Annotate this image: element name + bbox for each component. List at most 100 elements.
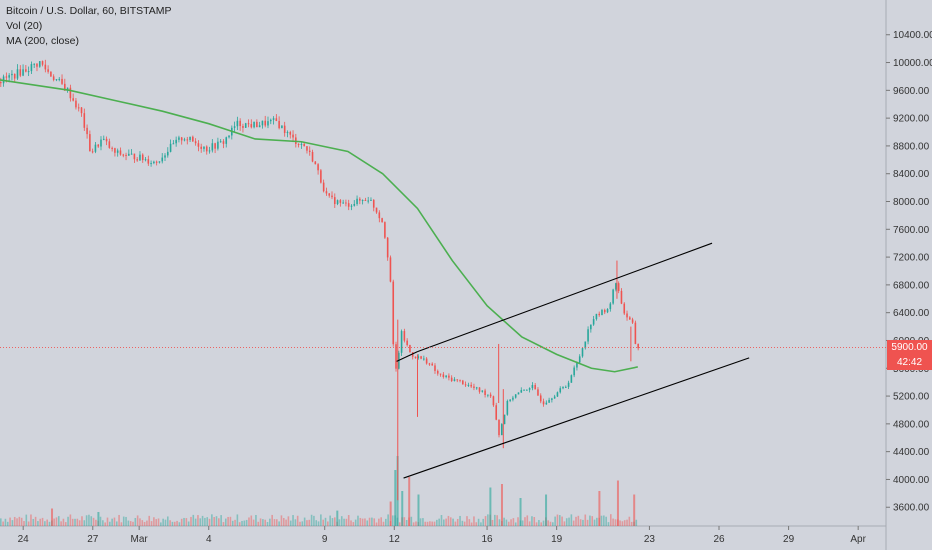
x-tick-label: 27 bbox=[87, 534, 99, 545]
volume-bar bbox=[67, 516, 69, 526]
volume-bar bbox=[419, 518, 422, 526]
candle-body bbox=[155, 161, 158, 163]
candle-body bbox=[345, 202, 347, 204]
volume-bar bbox=[572, 520, 575, 526]
x-tick-label: 16 bbox=[482, 534, 494, 545]
candle-body bbox=[311, 151, 314, 162]
candle-body bbox=[517, 392, 520, 395]
volume-bar bbox=[438, 518, 440, 526]
volume-bar bbox=[461, 520, 464, 526]
candle-body bbox=[584, 341, 587, 349]
candle-body bbox=[353, 203, 356, 206]
volume-bar bbox=[605, 516, 607, 526]
volume-bar bbox=[563, 521, 566, 526]
candle-body bbox=[347, 203, 350, 207]
volume-bar bbox=[507, 521, 510, 526]
candle-body bbox=[44, 64, 47, 70]
candle-body bbox=[320, 170, 322, 183]
volume-bar bbox=[577, 515, 580, 526]
candle-body bbox=[72, 98, 74, 101]
volume-bar bbox=[552, 522, 554, 526]
candle-body bbox=[75, 100, 77, 108]
candle-body bbox=[578, 356, 581, 363]
volume-bar bbox=[568, 517, 570, 526]
candle-body bbox=[147, 159, 150, 164]
candle-body bbox=[47, 69, 49, 72]
candle-body bbox=[448, 375, 450, 378]
volume-bar bbox=[521, 520, 524, 526]
candle-body bbox=[581, 348, 584, 357]
volume-bar bbox=[129, 521, 132, 526]
volume-bar bbox=[9, 517, 11, 526]
volume-bar bbox=[410, 516, 413, 526]
volume-bar bbox=[278, 521, 280, 526]
candle-body bbox=[503, 414, 506, 425]
candle-body bbox=[487, 394, 489, 396]
volume-bar bbox=[252, 519, 255, 526]
volume-bar bbox=[13, 516, 16, 526]
candle-body bbox=[158, 161, 161, 163]
x-tick-label: 19 bbox=[551, 534, 563, 545]
candle-body bbox=[375, 207, 378, 213]
volume-bar bbox=[575, 516, 577, 526]
volume-bar bbox=[102, 520, 104, 526]
volume-bar bbox=[23, 521, 25, 526]
candle-body bbox=[548, 399, 550, 403]
volume-bar bbox=[276, 519, 278, 526]
volume-bar bbox=[466, 516, 468, 526]
candle-body bbox=[189, 136, 191, 141]
volume-bar bbox=[264, 519, 267, 526]
volume-bar bbox=[452, 518, 454, 526]
volume-bar bbox=[20, 517, 23, 526]
ma200-line bbox=[0, 79, 638, 373]
candle-body bbox=[331, 195, 333, 198]
candle-body bbox=[598, 313, 600, 316]
candle-body bbox=[512, 397, 514, 400]
candle-body bbox=[423, 358, 425, 360]
volume-bar bbox=[403, 517, 406, 526]
volume-bar bbox=[380, 517, 382, 526]
volume-bar bbox=[2, 521, 4, 526]
volume-bar bbox=[489, 487, 492, 526]
volume-bar bbox=[88, 514, 90, 526]
volume-bar bbox=[482, 518, 485, 526]
candle-body bbox=[406, 340, 408, 346]
volume-bar bbox=[308, 519, 311, 526]
candle-body bbox=[601, 309, 603, 316]
volume-bar bbox=[25, 514, 28, 526]
volume-bar bbox=[503, 517, 505, 526]
volume-bar bbox=[44, 521, 46, 526]
volume-bar bbox=[598, 491, 601, 526]
candle-body bbox=[16, 69, 19, 79]
candle-body bbox=[22, 69, 24, 76]
candle-body bbox=[612, 289, 614, 304]
volume-bar bbox=[491, 519, 494, 526]
candle-body bbox=[603, 309, 606, 313]
volume-bar bbox=[343, 518, 345, 526]
volume-bar bbox=[178, 522, 181, 526]
volume-bar bbox=[424, 521, 427, 526]
candle-body bbox=[392, 281, 395, 345]
volume-bar bbox=[213, 517, 215, 526]
candle-body bbox=[531, 384, 534, 389]
candle-body bbox=[208, 150, 211, 152]
volume-bar bbox=[426, 521, 429, 526]
candle-body bbox=[164, 155, 166, 158]
candle-body bbox=[372, 199, 375, 208]
volume-bar bbox=[387, 514, 389, 526]
candle-body bbox=[556, 392, 559, 397]
volume-bar bbox=[153, 517, 155, 526]
volume-bar bbox=[591, 516, 594, 526]
volume-bar bbox=[11, 520, 14, 526]
countdown-badge: 42:42 bbox=[887, 354, 932, 370]
volume-bar bbox=[535, 522, 538, 526]
candle-body bbox=[41, 61, 44, 65]
volume-bar bbox=[517, 517, 519, 526]
volume-bar bbox=[289, 520, 292, 526]
volume-bar bbox=[111, 518, 113, 526]
volume-bar bbox=[127, 520, 130, 526]
volume-bar bbox=[169, 520, 171, 526]
candle-body bbox=[336, 200, 339, 205]
